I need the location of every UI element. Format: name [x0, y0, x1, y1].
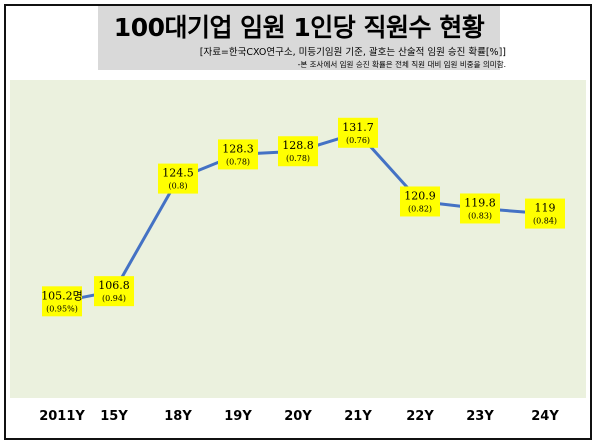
- x-tick-label: 2011Y: [39, 409, 85, 424]
- x-tick-label: 19Y: [224, 409, 252, 424]
- x-tick-label: 22Y: [406, 409, 434, 424]
- source-note: [자료=한국CXO연구소, 미등기임원 기준, 괄호는 산술적 임원 승진 확률…: [199, 47, 506, 58]
- title-band: [98, 6, 500, 70]
- chart-title: 100대기업 임원 1인당 직원수 현황: [113, 13, 485, 42]
- data-label-box: [218, 139, 258, 170]
- data-label-box: [158, 163, 198, 194]
- x-tick-label: 15Y: [100, 409, 128, 424]
- data-label-box: [338, 117, 378, 148]
- plot-area: [10, 80, 586, 398]
- data-rate-label: (0.78): [286, 154, 310, 163]
- data-rate-label: (0.76): [346, 136, 370, 145]
- x-tick-label: 21Y: [344, 409, 372, 424]
- footnote: -본 조사에서 임원 승진 확률은 전체 직원 대비 임원 비중을 의미함.: [297, 60, 506, 69]
- data-rate-label: (0.84): [533, 217, 557, 226]
- data-rate-label: (0.82): [408, 204, 432, 213]
- data-value-label: 119: [535, 202, 556, 215]
- data-value-label: 106.8: [98, 279, 130, 292]
- data-value-label: 120.9: [404, 189, 436, 202]
- data-rate-label: (0.95%): [46, 304, 78, 313]
- data-label-box: [400, 186, 440, 217]
- data-value-label: 128.3: [222, 142, 254, 155]
- data-rate-label: (0.8): [169, 182, 188, 191]
- x-tick-label: 18Y: [164, 409, 192, 424]
- x-tick-label: 20Y: [284, 409, 312, 424]
- data-value-label: 124.5: [162, 167, 194, 180]
- data-label-box: [278, 136, 318, 167]
- data-value-label: 128.8: [282, 139, 314, 152]
- data-rate-label: (0.83): [468, 211, 492, 220]
- x-tick-label: 23Y: [466, 409, 494, 424]
- data-label-box: [460, 193, 500, 224]
- data-label-box: [42, 286, 82, 317]
- data-label-box: [525, 198, 565, 229]
- data-value-label: 105.2명: [41, 289, 83, 302]
- data-label-box: [94, 276, 134, 307]
- data-rate-label: (0.94): [102, 294, 126, 303]
- data-rate-label: (0.78): [226, 157, 250, 166]
- data-value-label: 131.7: [342, 121, 374, 134]
- data-value-label: 119.8: [464, 196, 496, 209]
- x-tick-label: 24Y: [531, 409, 559, 424]
